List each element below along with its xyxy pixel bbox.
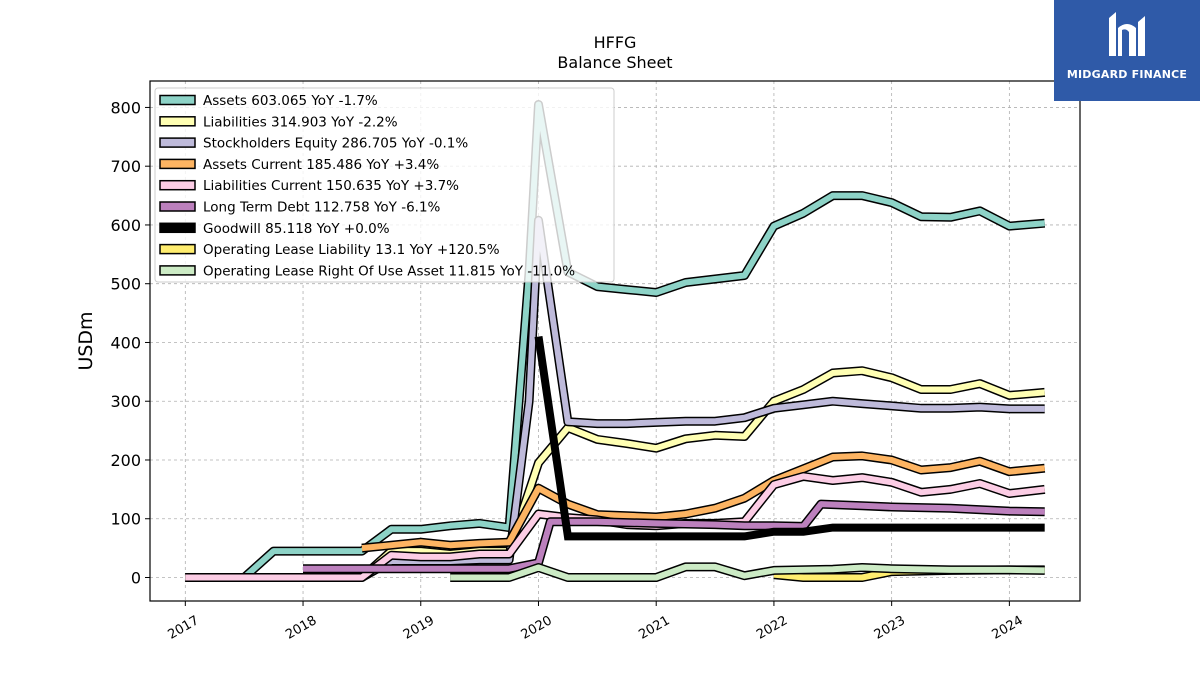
y-tick-label: 300 bbox=[110, 392, 141, 411]
legend: Assets 603.065 YoY -1.7% Liabilities 314.… bbox=[154, 87, 615, 283]
legend-swatch bbox=[159, 116, 196, 127]
legend-swatch bbox=[159, 243, 196, 255]
y-axis-label: USDm bbox=[75, 311, 97, 370]
legend-label: Liabilities Current 150.635 YoY +3.7% bbox=[203, 178, 459, 194]
x-tick-label: 2020 bbox=[519, 613, 555, 643]
legend-label: Goodwill 85.118 YoY +0.0% bbox=[203, 221, 390, 237]
series-line-stockholders-equity bbox=[360, 217, 1045, 581]
series-lines bbox=[185, 100, 1046, 582]
legend-label: Operating Lease Liability 13.1 YoY +120.… bbox=[203, 242, 500, 258]
series-line-liabilities bbox=[185, 367, 1045, 581]
plot-frame bbox=[149, 80, 1081, 602]
y-tick-label: 600 bbox=[110, 216, 141, 235]
legend-label: Long Term Debt 112.758 YoY -6.1% bbox=[203, 200, 441, 216]
x-tick-label: 2022 bbox=[754, 613, 790, 643]
x-axis: 2017 2018 2019 2020 2021 2022 2023 2024 bbox=[165, 601, 1026, 643]
series-line-operating-lease-right-of-use-asset bbox=[450, 563, 1045, 581]
x-tick-label: 2018 bbox=[283, 613, 319, 643]
series-line-long-term-debt bbox=[303, 501, 1045, 572]
brand-name: MIDGARD FINANCE bbox=[1066, 68, 1188, 81]
y-tick-label: 400 bbox=[110, 333, 141, 352]
legend-label: Operating Lease Right Of Use Asset 11.81… bbox=[203, 263, 575, 279]
legend-label: Stockholders Equity 286.705 YoY -0.1% bbox=[203, 136, 468, 152]
y-axis: 0 100 200 300 400 500 600 700 800 bbox=[110, 98, 150, 587]
series-line-assets bbox=[185, 101, 1045, 581]
y-tick-label: 200 bbox=[110, 451, 141, 470]
legend-swatch bbox=[159, 158, 196, 170]
y-tick-label: 800 bbox=[110, 98, 141, 117]
legend-swatch bbox=[159, 179, 196, 191]
legend-label: Liabilities 314.903 YoY -2.2% bbox=[203, 114, 398, 130]
legend-label: Assets Current 185.486 YoY +3.4% bbox=[203, 157, 439, 173]
midgard-finance-logo-icon bbox=[1109, 12, 1145, 56]
legend-swatch bbox=[159, 94, 196, 106]
y-tick-label: 0 bbox=[131, 568, 141, 587]
legend-label: Assets 603.065 YoY -1.7% bbox=[203, 93, 378, 109]
y-tick-label: 500 bbox=[110, 275, 141, 294]
legend-swatch bbox=[159, 137, 196, 148]
legend-swatch bbox=[159, 222, 196, 234]
x-tick-label: 2023 bbox=[872, 613, 908, 643]
brand-logo: MIDGARD FINANCE bbox=[1054, 0, 1200, 101]
x-tick-label: 2019 bbox=[401, 613, 437, 643]
chart-subtitle: Balance Sheet bbox=[557, 53, 672, 72]
legend-swatch bbox=[159, 265, 196, 276]
series-line-assets-current bbox=[361, 452, 1045, 552]
x-tick-label: 2017 bbox=[165, 613, 201, 643]
x-tick-label: 2024 bbox=[990, 613, 1026, 643]
x-tick-label: 2021 bbox=[636, 613, 672, 643]
series-outline-liabilities bbox=[185, 366, 1046, 582]
chart-title: HFFG bbox=[594, 33, 637, 52]
legend-box bbox=[154, 87, 615, 283]
legend-swatch bbox=[159, 201, 196, 212]
series-line-goodwill bbox=[534, 336, 1045, 541]
y-tick-label: 100 bbox=[110, 510, 141, 529]
y-tick-label: 700 bbox=[110, 157, 141, 176]
